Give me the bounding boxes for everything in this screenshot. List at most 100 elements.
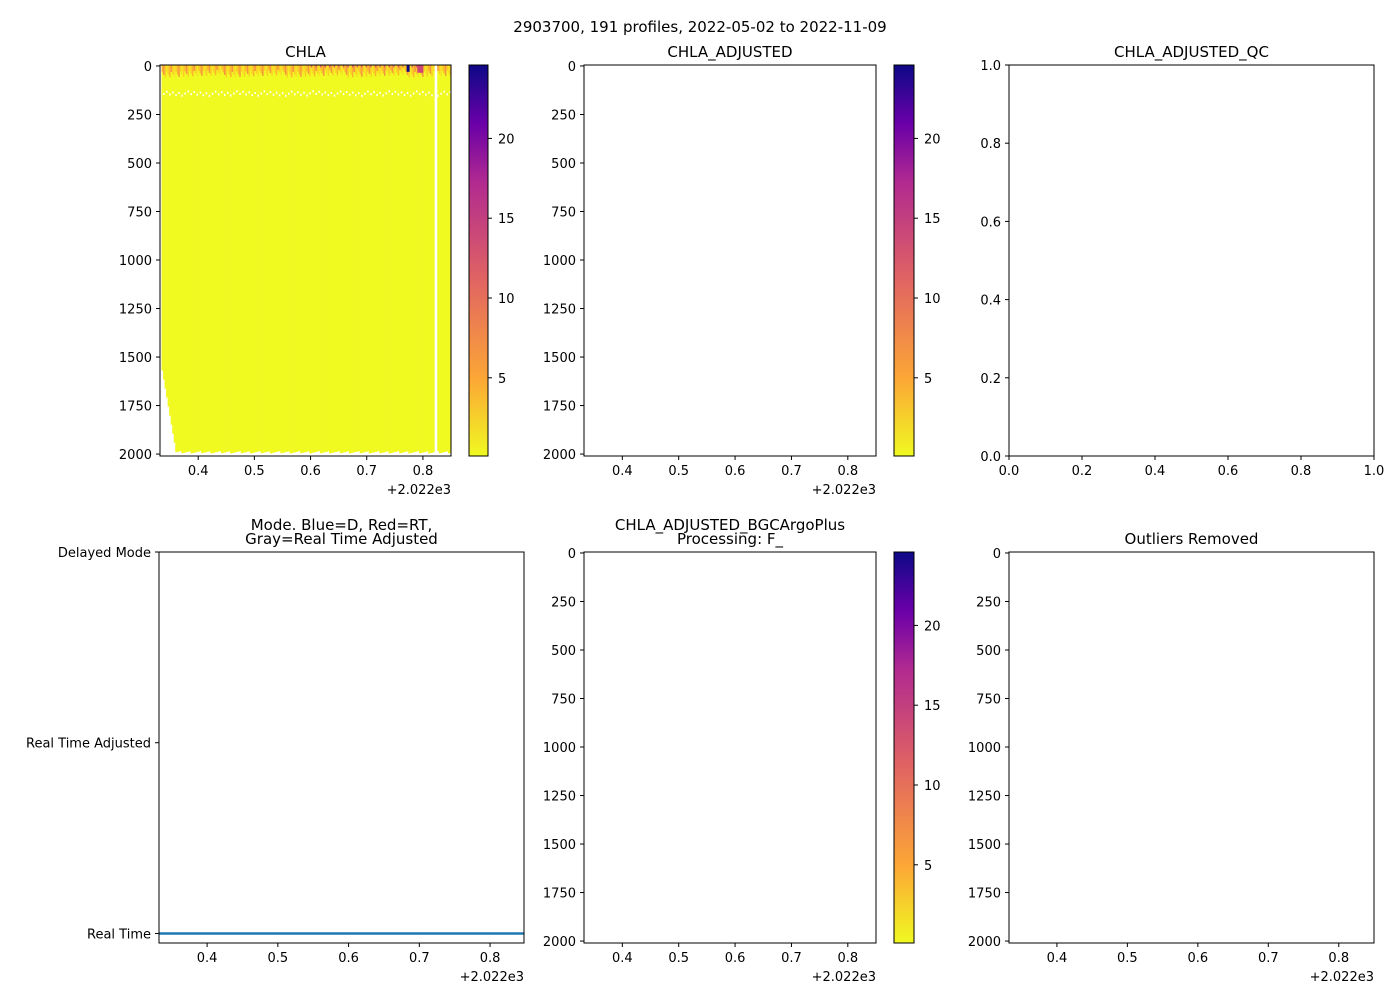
axes-title: CHLA <box>285 43 326 61</box>
x-offset-label: +2.022e3 <box>812 483 876 498</box>
heatmap-column <box>394 65 397 452</box>
surface-cell <box>326 65 328 74</box>
axes-frame <box>583 64 877 457</box>
missing-cell <box>190 93 193 96</box>
surface-cell <box>216 65 219 71</box>
heatmap-column <box>444 65 447 452</box>
x-tick-label: 0.5 <box>267 951 288 966</box>
heatmap-column <box>255 65 258 452</box>
y-tick-label: Delayed Mode <box>58 546 151 561</box>
heatmap-column <box>228 65 231 452</box>
surface-cell <box>161 65 164 73</box>
axes-title-line2: Gray=Real Time Adjusted <box>245 530 438 548</box>
surface-cell <box>402 65 405 68</box>
heatmap-column <box>330 65 333 454</box>
missing-cell <box>321 93 324 96</box>
surface-cell <box>284 65 287 75</box>
missing-cell <box>227 91 229 94</box>
surface-cell <box>396 65 399 73</box>
heatmap-column <box>243 65 246 453</box>
heatmap-column <box>286 65 289 452</box>
missing-cell <box>397 93 400 96</box>
surface-cell <box>236 65 239 72</box>
surface-cell <box>329 65 332 71</box>
surface-cell <box>332 65 335 76</box>
surface-cell <box>373 65 376 74</box>
heatmap-column <box>355 65 357 452</box>
surface-cell <box>277 65 280 71</box>
surface-cell <box>367 65 370 72</box>
heatmap-column <box>245 65 248 453</box>
missing-cell <box>345 91 348 94</box>
heatmap-column <box>447 65 450 454</box>
y-tick-label: 1000 <box>543 741 576 756</box>
surface-cell <box>191 65 194 77</box>
y-tick-label: 750 <box>551 693 576 708</box>
axes-frame <box>158 551 525 944</box>
axes-title: CHLA_ADJUSTED <box>667 43 792 62</box>
surface-cell <box>207 65 210 71</box>
heatmap-column <box>415 65 418 452</box>
surface-cell <box>237 65 240 75</box>
surface-cell <box>269 65 272 73</box>
colorbar-tick-label: 10 <box>924 292 941 307</box>
surface-cell <box>335 65 338 73</box>
surface-cell <box>280 65 283 76</box>
heatmap-column <box>278 65 281 452</box>
heatmap-column <box>318 65 321 452</box>
surface-cell <box>411 65 414 75</box>
surface-cell <box>329 65 332 68</box>
x-tick-label: 0.8 <box>1291 464 1312 479</box>
surface-cell <box>251 65 254 74</box>
heatmap-column <box>371 65 374 453</box>
colorbar-tick-label: 20 <box>924 132 941 147</box>
surface-cell <box>239 65 242 77</box>
heatmap-column <box>294 65 296 453</box>
heatmap-cells <box>161 65 452 454</box>
missing-cell <box>211 92 214 95</box>
missing-cell <box>251 94 254 97</box>
surface-cell <box>443 65 446 74</box>
missing-cell <box>297 91 300 94</box>
heatmap-column <box>207 65 210 452</box>
surface-cell <box>275 65 278 76</box>
surface-cell <box>365 65 368 77</box>
y-tick-label: 1500 <box>119 351 152 366</box>
heatmap-column <box>312 65 315 453</box>
missing-cell <box>184 92 187 95</box>
heatmap-column <box>403 65 406 453</box>
missing-cell <box>187 90 190 93</box>
heatmap-column <box>257 65 260 452</box>
surface-cell <box>345 65 348 75</box>
missing-cell <box>199 91 202 94</box>
y-tick-label: 250 <box>551 108 576 123</box>
surface-cell <box>414 65 417 72</box>
heatmap-column <box>449 65 452 454</box>
heatmap-column <box>344 65 347 453</box>
heatmap-column <box>446 65 449 452</box>
heatmap-column <box>225 65 228 453</box>
y-tick-label: 0 <box>568 547 576 562</box>
heatmap-column <box>376 65 379 452</box>
y-tick-label: 0.2 <box>980 372 1001 387</box>
surface-cell <box>385 65 388 71</box>
heatmap-column <box>295 65 298 452</box>
heatmap-column <box>301 65 304 453</box>
missing-cell <box>419 93 421 96</box>
surface-cell <box>393 65 396 76</box>
heatmap-column <box>365 65 368 452</box>
missing-cell <box>312 90 315 93</box>
heatmap-column <box>292 65 295 453</box>
surface-cell <box>377 65 380 74</box>
surface-cell <box>257 65 260 77</box>
surface-cell <box>441 65 444 71</box>
surface-cell <box>255 65 258 74</box>
missing-cell <box>431 94 434 97</box>
surface-cell <box>415 65 418 68</box>
y-tick-label: 0.4 <box>980 294 1001 309</box>
heatmap-column <box>268 65 271 452</box>
x-tick-label: 0.5 <box>244 464 265 479</box>
surface-cell <box>202 65 205 71</box>
surface-cell <box>217 65 220 73</box>
heatmap-column <box>208 65 211 452</box>
